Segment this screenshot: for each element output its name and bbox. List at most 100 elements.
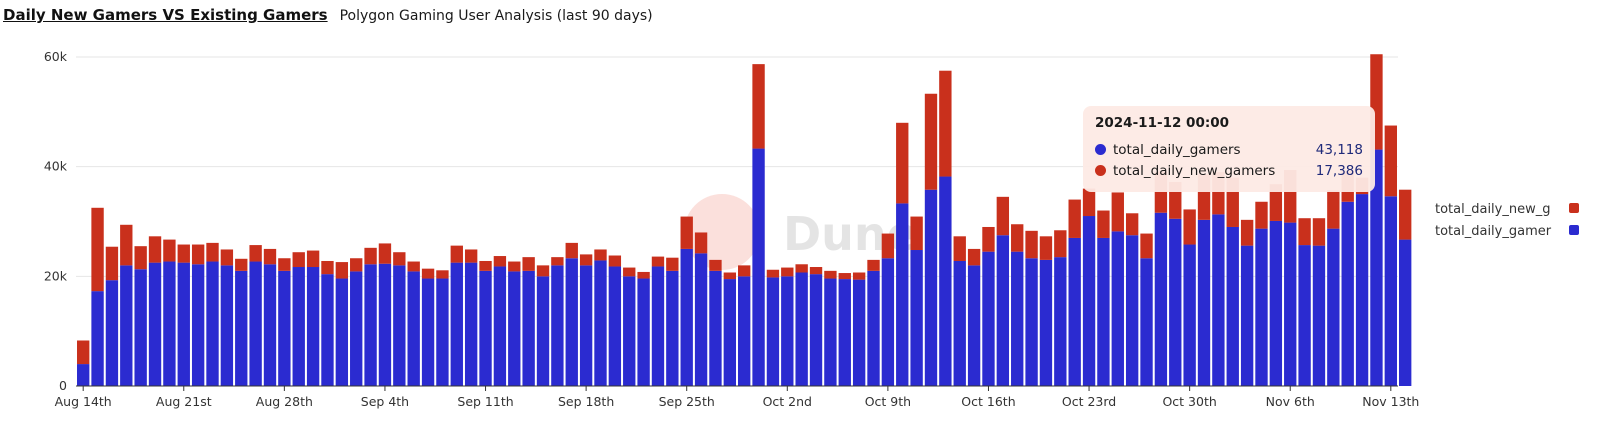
x-tick-label: Oct 30th	[1162, 394, 1216, 409]
x-tick-label: Aug 21st	[156, 394, 212, 409]
bar-new-gamers	[278, 258, 291, 271]
bar-existing-gamers	[436, 278, 449, 386]
x-tick-label: Aug 28th	[256, 394, 313, 409]
hover-tooltip: 2024-11-12 00:00 total_daily_gamers 43,1…	[1083, 106, 1375, 192]
bar-new-gamers	[982, 226, 995, 252]
bar-existing-gamers	[1341, 201, 1354, 386]
bar-new-gamers	[120, 224, 133, 266]
bar-existing-gamers	[694, 253, 708, 386]
bar-existing-gamers	[795, 272, 808, 386]
y-tick-label: 20k	[44, 268, 68, 283]
bar-existing-gamers	[608, 266, 622, 386]
tooltip-value-total-gamers: 43,118	[1315, 141, 1363, 158]
bar-new-gamers	[378, 243, 392, 264]
bar-new-gamers	[177, 244, 190, 263]
bar-existing-gamers	[1327, 228, 1340, 386]
bar-new-gamers	[1039, 236, 1053, 260]
bar-new-gamers	[436, 270, 449, 279]
bar-new-gamers	[953, 236, 966, 261]
x-tick-label: Sep 25th	[659, 394, 715, 409]
bar-existing-gamers	[953, 260, 966, 386]
bar-new-gamers	[752, 64, 765, 149]
bar-existing-gamers	[1226, 226, 1239, 386]
bar-new-gamers	[637, 271, 650, 279]
bar-existing-gamers	[235, 270, 248, 386]
bar-new-gamers	[450, 245, 463, 263]
bar-existing-gamers	[450, 262, 463, 387]
bar-new-gamers	[1068, 199, 1081, 238]
bar-new-gamers	[163, 239, 176, 262]
bar-existing-gamers	[393, 265, 406, 386]
bar-existing-gamers	[738, 276, 751, 386]
bar-existing-gamers	[1097, 237, 1110, 386]
bar-new-gamers	[321, 260, 334, 275]
legend-item-existing-gamers[interactable]: total_daily_gamer	[1435, 224, 1579, 239]
bar-new-gamers	[1255, 201, 1268, 229]
bar-new-gamers	[306, 250, 320, 268]
bar-existing-gamers	[206, 261, 219, 386]
bar-new-gamers	[464, 249, 478, 263]
bar-existing-gamers	[1197, 219, 1211, 386]
bar-existing-gamers	[1125, 235, 1139, 386]
bar-existing-gamers	[939, 176, 952, 386]
x-tick-label: Sep 18th	[558, 394, 614, 409]
y-tick-label: 0	[59, 378, 67, 393]
tooltip-value-new-gamers: 17,386	[1315, 162, 1363, 179]
x-tick-label: Oct 9th	[865, 394, 911, 409]
bar-new-gamers	[479, 260, 492, 271]
bar-existing-gamers	[1269, 220, 1283, 386]
bar-existing-gamers	[493, 266, 507, 386]
bar-new-gamers	[91, 207, 104, 292]
bar-existing-gamers	[666, 270, 679, 386]
bar-new-gamers	[967, 248, 981, 266]
y-tick-label: 60k	[44, 49, 68, 64]
bar-existing-gamers	[249, 261, 262, 386]
bar-new-gamers	[1269, 184, 1283, 221]
bar-existing-gamers	[378, 263, 392, 386]
bar-new-gamers	[1312, 218, 1326, 246]
chart-title-link[interactable]: Daily New Gamers VS Existing Gamers	[3, 6, 328, 24]
bar-existing-gamers	[1039, 259, 1053, 386]
x-tick-label: Oct 16th	[961, 394, 1015, 409]
bar-new-gamers	[1111, 192, 1124, 232]
bar-new-gamers	[235, 258, 248, 271]
bar-new-gamers	[1183, 209, 1196, 245]
bar-new-gamers	[292, 252, 305, 268]
bar-existing-gamers	[1255, 228, 1268, 386]
bar-existing-gamers	[120, 265, 133, 386]
bar-existing-gamers	[1212, 214, 1225, 386]
x-tick-label: Aug 14th	[55, 394, 112, 409]
bar-new-gamers	[666, 257, 679, 271]
bar-new-gamers	[723, 272, 736, 280]
bar-new-gamers	[536, 265, 550, 277]
bar-existing-gamers	[924, 189, 938, 386]
bar-new-gamers	[522, 257, 535, 271]
bar-new-gamers	[579, 254, 593, 266]
bar-new-gamers	[134, 246, 147, 270]
bar-new-gamers	[565, 242, 578, 259]
bar-existing-gamers	[1068, 237, 1081, 386]
bar-existing-gamers	[551, 265, 564, 386]
bar-existing-gamers	[1169, 218, 1182, 386]
bar-existing-gamers	[680, 248, 693, 386]
bar-existing-gamers	[134, 269, 147, 386]
bar-new-gamers	[738, 265, 751, 277]
bar-existing-gamers	[910, 250, 923, 386]
watermark-text: Dune	[783, 207, 918, 261]
tooltip-dot-new-gamers	[1095, 165, 1106, 176]
bar-existing-gamers	[163, 261, 176, 386]
bar-existing-gamers	[1312, 245, 1326, 386]
bar-new-gamers	[594, 249, 607, 261]
bar-new-gamers	[1240, 219, 1254, 246]
bar-existing-gamers	[278, 270, 291, 386]
bar-new-gamers	[608, 255, 622, 267]
bar-existing-gamers	[637, 278, 650, 386]
dune-watermark: Dune	[684, 194, 918, 270]
bar-existing-gamers	[752, 148, 765, 386]
legend-item-new-gamers[interactable]: total_daily_new_g	[1435, 202, 1579, 217]
bar-new-gamers	[1011, 224, 1024, 252]
bar-new-gamers	[795, 264, 808, 273]
bar-existing-gamers	[1011, 251, 1024, 386]
bar-new-gamers	[680, 216, 693, 249]
